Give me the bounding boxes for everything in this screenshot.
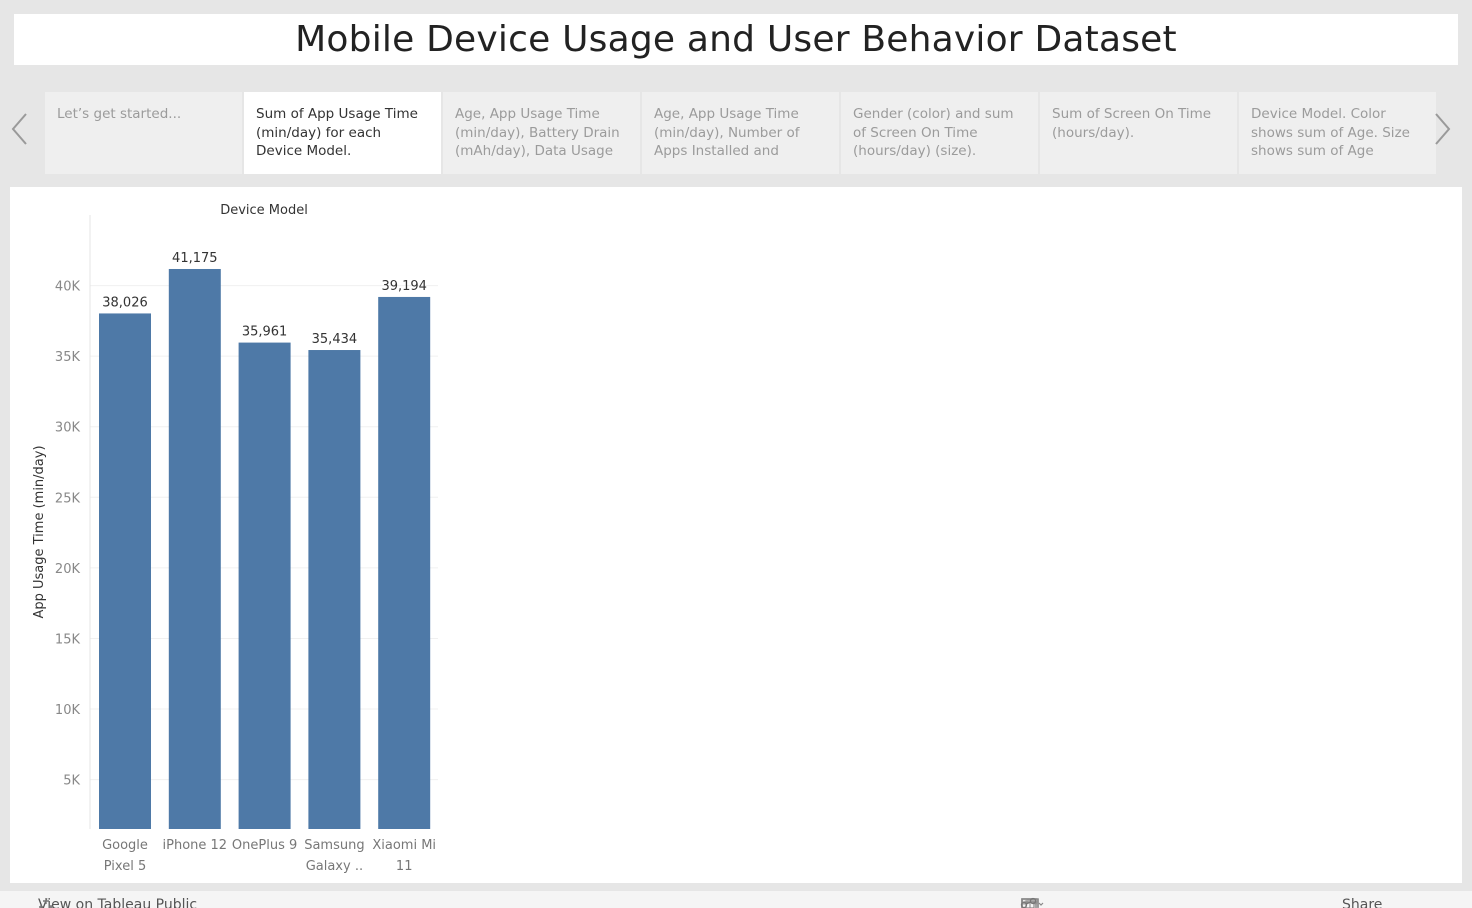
column-header: Device Model (220, 203, 308, 218)
device-preview-button[interactable] (1021, 897, 1276, 908)
story-point-5[interactable]: Gender (color) and sum of Screen On Time… (841, 92, 1038, 174)
y-tick-label: 5K (63, 774, 80, 789)
bar-value-label: 38,026 (102, 295, 148, 310)
x-category-label: Xiaomi Mi (372, 838, 436, 853)
visualization-panel: 5K 10K 15K 20K 25K 30K 35K 40K Device Model App U… (10, 187, 1462, 883)
forward-button[interactable] (1022, 897, 1184, 908)
y-tick-label: 40K (55, 280, 81, 295)
y-tick-label: 10K (55, 703, 81, 718)
story-point-2[interactable]: Sum of App Usage Time (min/day) for each… (244, 92, 441, 174)
x-category-label: Galaxy .. (306, 859, 363, 874)
share-label: Share (1342, 897, 1383, 908)
story-point-label: Age, App Usage Time (min/day), Battery D… (455, 106, 620, 159)
x-category-label: iPhone 12 (163, 838, 228, 853)
story-navigator: Let’s get started... Sum of App Usage Tim… (0, 92, 1472, 176)
story-point-7[interactable]: Device Model. Color shows sum of Age. Si… (1239, 92, 1436, 174)
x-category-label: 11 (396, 859, 413, 874)
story-point-1[interactable]: Let’s get started... (45, 92, 242, 174)
y-tick-label: 25K (55, 491, 81, 506)
story-point-3[interactable]: Age, App Usage Time (min/day), Battery D… (443, 92, 640, 174)
bar-value-label: 39,194 (381, 279, 427, 294)
bar-value-label: 41,175 (172, 251, 218, 266)
bar-2[interactable] (238, 342, 291, 829)
y-axis-title: App Usage Time (min/day) (32, 445, 47, 618)
x-category-label: Google (102, 838, 148, 853)
story-point-label: Device Model. Color shows sum of Age. Si… (1251, 106, 1410, 159)
story-point-6[interactable]: Sum of Screen On Time (hours/day). (1040, 92, 1237, 174)
share-icon (1020, 897, 1037, 908)
story-point-label: Sum of Screen On Time (hours/day). (1052, 106, 1212, 141)
view-on-tableau-label: View on Tableau Public (38, 897, 198, 908)
story-point-label: Gender (color) and sum of Screen On Time… (853, 106, 1014, 159)
story-point-label: Sum of App Usage Time (min/day) for each… (256, 106, 418, 159)
y-tick-label: 20K (55, 562, 81, 577)
story-point-4[interactable]: Age, App Usage Time (min/day), Number of… (642, 92, 839, 174)
footer-tools: Share (1020, 897, 1382, 908)
chevron-left-icon (11, 113, 27, 145)
bar-value-label: 35,961 (242, 325, 288, 340)
bar-1[interactable] (168, 268, 221, 830)
toolbar-footer: View on Tableau Public Share (0, 891, 1472, 908)
page-title: Mobile Device Usage and User Behavior Da… (295, 19, 1177, 60)
dashboard-title-bar: Mobile Device Usage and User Behavior Da… (14, 14, 1458, 65)
x-category-label: Pixel 5 (104, 859, 146, 874)
chevron-right-icon (1435, 113, 1451, 145)
share-button[interactable]: Share (1020, 897, 1383, 908)
y-tick-label: 30K (55, 421, 81, 436)
pause-button[interactable] (1029, 897, 1230, 908)
revert-button[interactable] (1021, 897, 1138, 908)
x-category-label: OnePlus 9 (232, 838, 297, 853)
y-tick-label: 35K (55, 350, 81, 365)
bar-3[interactable] (308, 350, 361, 829)
view-on-tableau-link[interactable]: View on Tableau Public (38, 897, 197, 908)
y-tick-label: 15K (55, 632, 81, 647)
fullscreen-button[interactable] (1021, 897, 1322, 908)
story-point-label: Age, App Usage Time (min/day), Number of… (654, 106, 800, 159)
tableau-logo-icon (39, 898, 53, 908)
bar-4[interactable] (378, 296, 431, 829)
story-point-label: Let’s get started... (57, 106, 182, 122)
bar-chart: 5K 10K 15K 20K 25K 30K 35K 40K Device Model App U… (32, 203, 438, 874)
bar-value-label: 35,434 (312, 332, 358, 347)
bar-0[interactable] (99, 313, 151, 829)
story-next-button[interactable] (1432, 112, 1462, 156)
x-category-label: Samsung (304, 838, 364, 853)
redo-button[interactable] (1023, 897, 1092, 908)
story-prev-button[interactable] (10, 112, 40, 156)
